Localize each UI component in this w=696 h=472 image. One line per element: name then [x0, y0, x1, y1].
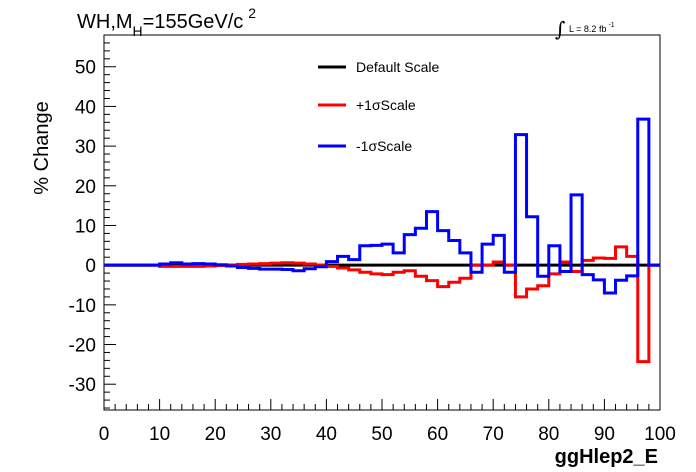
x-tick-label: 80 [538, 424, 559, 445]
y-tick-label: 30 [75, 137, 96, 158]
x-tick-label: 0 [99, 424, 110, 445]
y-tick-label: 40 [75, 97, 96, 118]
y-tick-label: -30 [69, 375, 96, 396]
chart-title-main: WH,M [77, 11, 133, 33]
luminosity-label: L = 8.2 fb -1 [569, 22, 615, 34]
integral-symbol: ∫ [555, 17, 565, 41]
chart-title-subscript: H [133, 23, 143, 39]
x-tick-label: 60 [427, 424, 448, 445]
x-tick-label: 70 [483, 424, 504, 445]
chart-title: WH,MH=155GeV/c 2 [77, 5, 256, 39]
axis-ticks [103, 34, 661, 410]
y-axis-title: % Change [31, 101, 53, 194]
x-tick-label: 90 [594, 424, 615, 445]
axis-tick-labels: 0 10 20 30 40 50 60 70 80 90 100 -30 -20 -10 0 10 20 30 40… [69, 58, 676, 445]
series-line-minus-1-sigma [104, 117, 660, 295]
legend: Default Scale +1σScale -1σScale [318, 59, 439, 154]
series-group [104, 117, 660, 364]
y-tick-label: 50 [75, 58, 96, 79]
legend-plus-1-sigma-label: +1σScale [356, 97, 416, 113]
chart-title-tail: =155GeV/c [143, 11, 244, 33]
chart-title-superscript: 2 [248, 5, 256, 21]
x-tick-label: 30 [260, 424, 281, 445]
legend-default-label: Default Scale [356, 59, 439, 75]
y-tick-label: -10 [69, 296, 96, 317]
y-tick-label: 0 [85, 256, 96, 277]
y-tick-label: -20 [69, 336, 96, 357]
x-tick-label: 20 [205, 424, 226, 445]
luminosity-superscript: -1 [608, 22, 614, 29]
x-tick-label: 100 [644, 424, 676, 445]
legend-minus-1-sigma-label: -1σScale [356, 138, 412, 154]
x-axis-title: ggHlep2_E [555, 446, 658, 468]
luminosity-value: L = 8.2 fb [569, 24, 606, 34]
y-tick-label: 10 [75, 216, 96, 237]
plot-frame [103, 34, 661, 411]
x-tick-label: 50 [371, 424, 392, 445]
x-tick-label: 10 [149, 424, 170, 445]
y-tick-label: 20 [75, 177, 96, 198]
x-tick-label: 40 [316, 424, 337, 445]
